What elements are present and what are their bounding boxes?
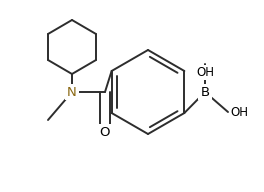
Text: B: B	[200, 85, 210, 98]
Text: OH: OH	[230, 105, 248, 118]
Text: OH: OH	[196, 66, 214, 79]
Text: O: O	[100, 126, 110, 138]
Text: N: N	[67, 85, 77, 98]
